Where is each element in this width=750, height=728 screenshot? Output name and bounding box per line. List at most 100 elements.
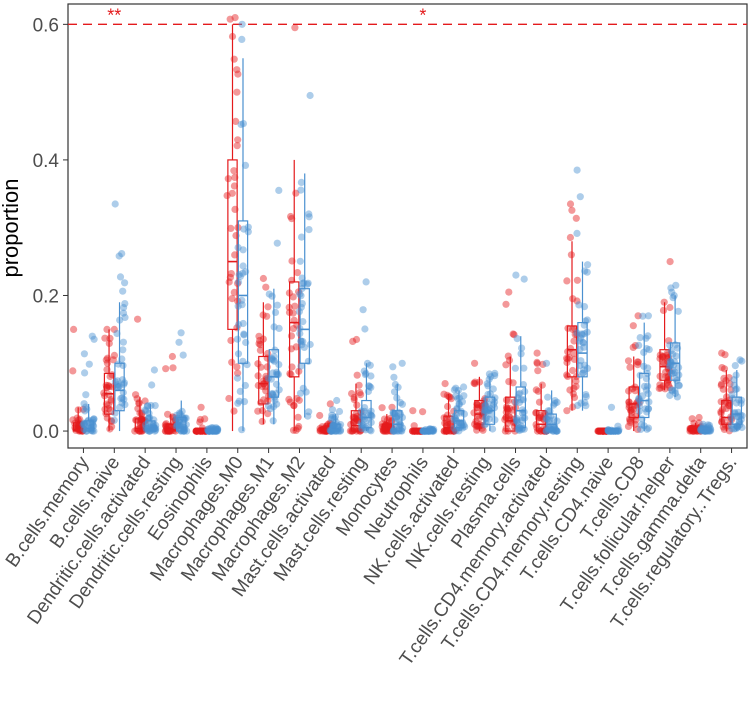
data-point	[533, 358, 541, 366]
data-point	[732, 425, 740, 433]
data-point	[697, 424, 706, 432]
data-point	[410, 422, 418, 430]
box-group-group_b-6	[264, 186, 283, 425]
data-point	[634, 358, 642, 366]
data-point	[636, 334, 644, 342]
data-point	[658, 353, 667, 361]
data-point	[389, 363, 397, 371]
data-point	[353, 412, 361, 420]
data-point	[518, 406, 527, 414]
data-point	[233, 142, 241, 150]
data-point	[287, 332, 296, 340]
data-point	[450, 427, 458, 435]
data-point	[485, 375, 493, 383]
data-point	[637, 397, 645, 406]
data-point	[234, 136, 242, 144]
data-point	[644, 312, 653, 320]
data-point	[533, 349, 541, 357]
data-point	[668, 386, 676, 394]
data-point	[240, 330, 248, 338]
data-point	[645, 346, 653, 354]
data-point	[265, 290, 273, 298]
data-point	[110, 351, 118, 359]
data-point	[82, 391, 90, 399]
data-point	[509, 379, 517, 387]
data-point	[631, 387, 639, 395]
box-group-group_b-7	[295, 91, 314, 420]
data-point	[644, 390, 652, 398]
box	[299, 288, 310, 364]
data-point	[484, 405, 492, 413]
data-point	[736, 356, 744, 364]
data-point	[669, 366, 677, 374]
data-point	[444, 420, 452, 429]
data-point	[730, 381, 738, 389]
data-point	[174, 414, 182, 422]
data-point	[542, 359, 551, 367]
data-point	[102, 356, 110, 364]
data-point	[440, 390, 448, 398]
data-point	[478, 424, 486, 432]
data-point	[460, 392, 468, 400]
data-point	[519, 414, 527, 422]
data-point	[236, 387, 244, 395]
data-point	[177, 426, 185, 434]
box	[392, 410, 403, 432]
data-point	[239, 269, 247, 277]
data-point	[563, 354, 571, 362]
data-point	[263, 312, 271, 320]
data-point	[569, 366, 577, 375]
data-point	[430, 427, 438, 435]
data-point	[577, 399, 585, 407]
data-point	[150, 366, 158, 374]
data-point	[444, 402, 452, 411]
data-point	[534, 387, 542, 395]
data-point	[328, 406, 337, 414]
data-point	[357, 419, 365, 427]
data-point	[230, 407, 238, 415]
data-point	[177, 329, 185, 337]
data-point	[113, 377, 122, 385]
data-point	[504, 397, 512, 405]
box-group-group_a-12	[440, 380, 458, 435]
data-point	[107, 397, 115, 405]
box-group-group_a-16	[563, 200, 582, 415]
data-point	[192, 427, 200, 435]
data-point	[505, 412, 513, 420]
data-point	[398, 400, 406, 408]
data-point	[577, 357, 585, 365]
data-point	[241, 381, 249, 390]
data-point	[181, 414, 189, 422]
data-point	[579, 369, 587, 377]
data-point	[103, 384, 111, 392]
data-point	[368, 412, 376, 420]
data-point	[642, 386, 651, 394]
data-point	[675, 381, 683, 389]
data-point	[666, 384, 674, 392]
box	[145, 420, 156, 432]
data-point	[730, 425, 738, 433]
data-point	[512, 271, 520, 279]
data-point	[666, 391, 674, 400]
data-point	[261, 383, 269, 391]
data-point	[108, 423, 116, 431]
box-group-group_b-18	[635, 312, 653, 433]
data-point	[636, 371, 644, 379]
data-point	[359, 306, 367, 314]
data-point	[544, 393, 552, 401]
data-point	[299, 318, 307, 326]
data-point	[101, 334, 109, 342]
data-point	[662, 372, 670, 381]
box	[83, 420, 94, 432]
data-point	[223, 192, 231, 200]
data-point	[233, 88, 241, 96]
data-point	[176, 416, 184, 424]
data-point	[474, 404, 482, 412]
box-group-group_a-2	[131, 315, 149, 435]
data-point	[73, 414, 81, 422]
data-point	[90, 335, 98, 343]
data-point	[134, 315, 142, 323]
data-point	[659, 352, 667, 360]
data-point	[471, 378, 479, 386]
data-point	[225, 278, 233, 286]
